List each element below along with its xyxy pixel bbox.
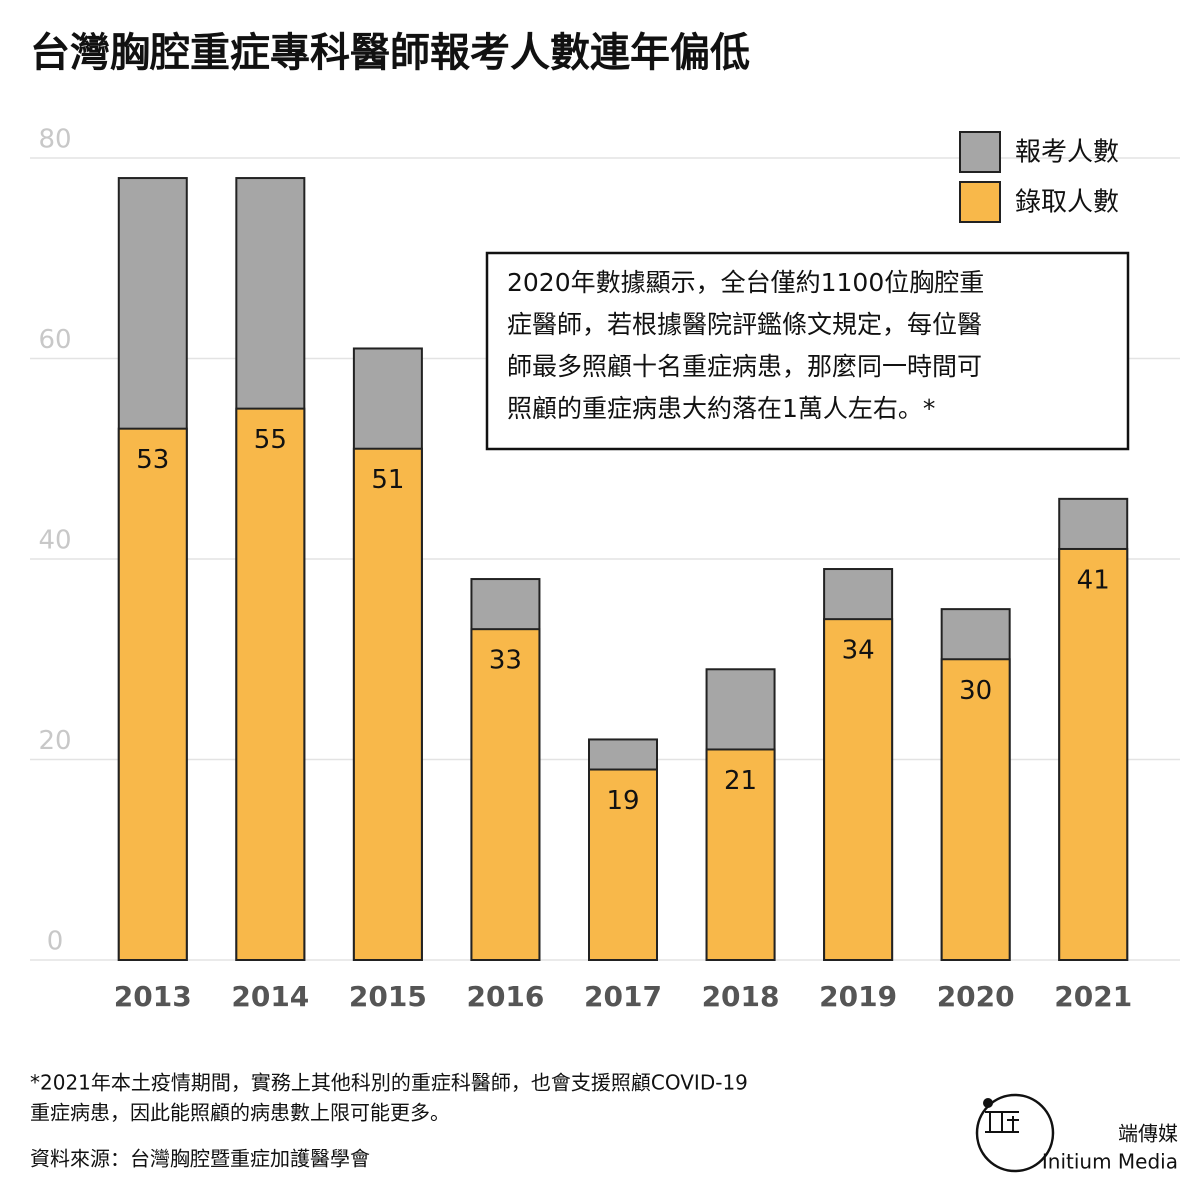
logo-ring (975, 1093, 1055, 1173)
value-label: 19 (606, 786, 639, 816)
value-label: 41 (1077, 565, 1110, 595)
x-tick-label: 2016 (466, 980, 544, 1013)
y-tick-label: 40 (38, 526, 71, 556)
logo (975, 1093, 1055, 1173)
x-tick-label: 2021 (1054, 980, 1132, 1013)
value-label: 53 (136, 445, 169, 475)
bar (940, 658, 1011, 961)
y-tick-label: 60 (38, 325, 71, 355)
annotation-line: 師最多照顧十名重症病患，那麼同一時間可 (507, 352, 982, 381)
bar (352, 447, 423, 961)
value-label: 33 (489, 646, 522, 676)
footnote-line: 重症病患，因此能照顧的病患數上限可能更多。 (30, 1101, 450, 1125)
x-tick-label: 2013 (114, 980, 192, 1013)
annotation-box (485, 251, 1130, 451)
logo-glyph (985, 1111, 1019, 1133)
legend-label: 錄取人數 (1015, 188, 1119, 218)
brand-name: 端傳媒 (1118, 1122, 1178, 1146)
y-tick-label: 0 (47, 927, 64, 957)
legend-label: 報考人數 (1015, 138, 1119, 168)
annotation-line: 症醫師，若根據醫院評鑑條文規定，每位醫 (507, 310, 982, 339)
value-label: 21 (724, 766, 757, 796)
bar (588, 768, 658, 962)
bar (117, 427, 188, 961)
bar (235, 407, 306, 961)
bar (1058, 547, 1129, 961)
legend-swatch (959, 131, 1001, 173)
x-tick-label: 2017 (584, 980, 662, 1013)
y-tick-label: 20 (38, 726, 71, 756)
x-tick-label: 2014 (231, 980, 309, 1013)
annotation-line: 照顧的重症病患大約落在1萬人左右。* (507, 394, 935, 423)
x-tick-label: 2015 (349, 980, 427, 1013)
footnote-line: *2021年本土疫情期間，實務上其他科別的重症科醫師，也會支援照顧COVID-1… (30, 1071, 748, 1095)
value-label: 34 (842, 636, 875, 666)
bar (470, 628, 541, 961)
chart-title: 台灣胸腔重症專科醫師報考人數連年偏低 (30, 30, 750, 76)
bar (705, 748, 776, 961)
bar (823, 618, 894, 962)
x-tick-label: 2020 (937, 980, 1015, 1013)
source: 資料來源：台灣胸腔暨重症加護醫學會 (30, 1147, 370, 1171)
value-label: 55 (254, 425, 287, 455)
annotation-line: 2020年數據顯示，全台僅約1100位胸腔重 (507, 268, 984, 297)
y-tick-label: 80 (38, 125, 71, 155)
value-label: 51 (371, 465, 404, 495)
plot: 0 20 40 60 80 2013 53 2014 55 2015 51 2016 33 2017 19 2… (30, 125, 1180, 1013)
value-label: 30 (959, 676, 992, 706)
x-tick-label: 2018 (702, 980, 780, 1013)
legend-swatch (959, 181, 1001, 223)
x-tick-label: 2019 (819, 980, 897, 1013)
logo-dot (983, 1098, 993, 1108)
brand-name: Initium Media (1042, 1150, 1178, 1174)
